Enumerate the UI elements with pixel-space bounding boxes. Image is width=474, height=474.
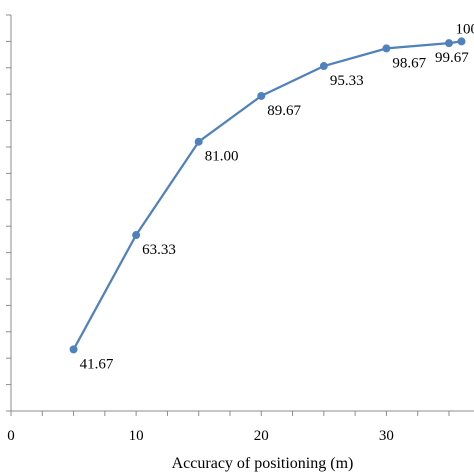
data-point <box>257 91 266 100</box>
x-tick-label: 30 <box>379 428 394 444</box>
data-label: 98.67 <box>392 55 426 71</box>
data-label: 89.67 <box>267 103 301 119</box>
data-point <box>194 137 203 146</box>
x-axis-tick-labels: 0 10 20 30 <box>7 428 394 444</box>
data-label: 100 <box>455 21 474 37</box>
y-axis-ticks <box>6 14 11 412</box>
x-tick-label: 20 <box>254 428 269 444</box>
data-point <box>444 39 453 48</box>
data-label: 41.67 <box>80 356 114 372</box>
data-point <box>132 231 141 240</box>
series-line <box>72 40 462 350</box>
data-point <box>319 62 328 71</box>
x-tick-label: 10 <box>129 428 144 444</box>
data-series: 41.67 63.33 81.00 89.67 95.33 98.67 99.67 100 <box>69 21 474 372</box>
data-point <box>457 37 466 46</box>
chart-axes: 0 10 20 30 <box>6 14 474 444</box>
data-label: 63.33 <box>142 242 176 258</box>
data-label: 81.00 <box>205 149 239 165</box>
data-label: 99.67 <box>435 50 469 66</box>
x-axis-ticks <box>10 411 450 416</box>
x-tick-label: 0 <box>7 428 15 444</box>
data-label: 95.33 <box>330 73 364 89</box>
data-point <box>69 345 78 354</box>
data-point <box>382 44 391 53</box>
x-axis-title: Accuracy of positioning (m) <box>172 455 354 472</box>
